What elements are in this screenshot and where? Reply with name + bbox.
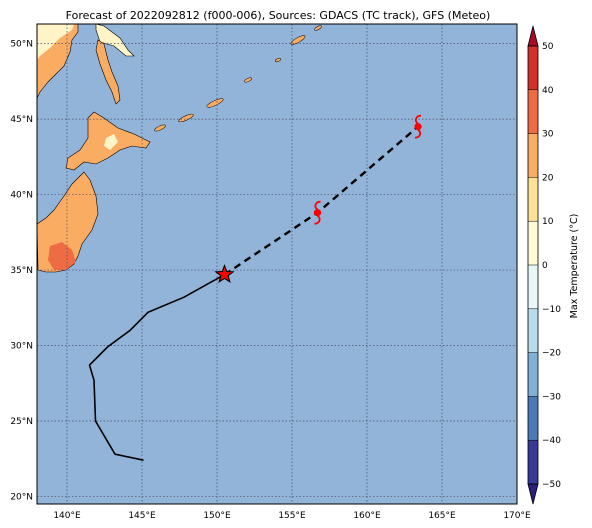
storm-symbol-icon [414,114,422,139]
longitude-tick-label: 145°E [128,511,156,521]
colorbar-tick-label: 0 [542,261,548,271]
latitude-tick-label: 50°N [10,40,33,50]
ocean-area [37,24,517,504]
colorbar-tick-label: 10 [542,217,554,227]
latitude-tick-label: 35°N [10,266,33,276]
colorbar-tick-label: −10 [542,305,561,315]
colorbar-tick-label: 20 [542,173,554,183]
colorbar-band [528,265,538,310]
latitude-tick-label: 40°N [10,191,33,201]
colorbar-band [528,46,538,91]
colorbar-band [528,396,538,441]
colorbar-band [528,352,538,397]
graticule [37,24,517,504]
colorbar-band [528,440,538,485]
colorbar-band [528,221,538,266]
hokkaido-cool-land [104,134,118,150]
colorbar-tick-label: 40 [542,86,554,96]
latitude-tick-label: 45°N [10,115,33,125]
longitude-tick-label: 140°E [53,511,81,521]
mainland-cool-land [37,24,74,60]
colorbar-tick-label: 30 [542,130,554,140]
longitude-tick-label: 160°E [353,511,381,521]
observed-track-line [88,273,225,461]
tc-track [88,114,422,461]
longitude-tick-label: 150°E [203,511,231,521]
colorbar-tick-label: −20 [542,349,561,359]
colorbar-tick-label: −30 [542,392,561,402]
sakhalin-land [95,39,121,105]
land-layer [37,24,322,273]
latitude-tick-label: 25°N [10,417,33,427]
latitude-tick-label: 30°N [10,342,33,352]
latitude-tick-labels: 20°N 25°N 30°N 35°N 40°N 45°N 50°N [10,40,33,503]
colorbar-band [528,89,538,134]
temperature-colorbar: 50 40 30 20 10 0 −10 −20 −30 −40 −50 [527,25,561,505]
colorbar-band [528,177,538,222]
colorbar-extend-min [527,483,539,505]
honshu-warm-land [48,242,76,270]
storm-symbol-icon [313,200,322,225]
longitude-tick-label: 165°E [428,511,456,521]
longitude-tick-label: 155°E [278,511,306,521]
colorbar-tick-label: −40 [542,436,561,446]
colorbar-band [528,133,538,178]
map-title: Forecast of 2022092812 (f000-006), Sourc… [66,9,491,22]
kamchatka-land [95,24,135,57]
kuril-islands [154,25,322,132]
current-position-star-icon [214,264,235,284]
colorbar-label: Max Temperature (°C) [569,214,580,319]
colorbar-tick-label: −50 [542,480,561,490]
longitude-tick-labels: 140°E 145°E 150°E 155°E 160°E 165°E 170°E [53,511,531,521]
map-frame [36,23,518,505]
latitude-tick-label: 20°N [10,492,33,502]
colorbar-band [528,308,538,353]
colorbar-tick-label: 50 [542,42,554,52]
longitude-tick-label: 170°E [503,511,531,521]
colorbar-extend-max [527,25,539,47]
